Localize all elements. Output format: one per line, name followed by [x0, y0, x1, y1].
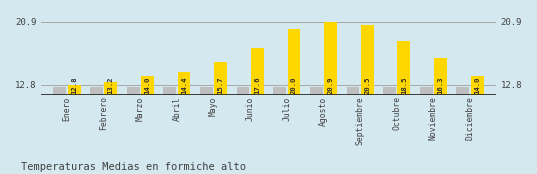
Text: 13.2: 13.2	[108, 76, 114, 94]
Bar	[68, 85, 81, 95]
Bar	[251, 48, 264, 95]
Bar	[163, 87, 176, 95]
Text: 18.5: 18.5	[401, 76, 407, 94]
Text: Temperaturas Medias en formiche alto: Temperaturas Medias en formiche alto	[21, 162, 246, 172]
Bar	[141, 76, 154, 95]
Text: 12.8: 12.8	[71, 76, 77, 94]
Text: 20.5: 20.5	[364, 76, 370, 94]
Bar	[287, 29, 300, 95]
Bar	[200, 87, 213, 95]
Text: 20.9: 20.9	[328, 76, 333, 94]
Bar	[434, 58, 447, 95]
Text: 17.6: 17.6	[255, 76, 260, 94]
Bar	[361, 25, 374, 95]
Bar	[383, 87, 396, 95]
Bar	[214, 62, 227, 95]
Bar	[127, 87, 140, 95]
Text: 20.0: 20.0	[291, 76, 297, 94]
Bar	[310, 87, 323, 95]
Bar	[178, 72, 191, 95]
Bar	[54, 87, 66, 95]
Bar	[471, 76, 483, 95]
Bar	[273, 87, 286, 95]
Bar	[104, 82, 117, 95]
Bar	[237, 87, 250, 95]
Bar	[324, 22, 337, 95]
Text: 14.0: 14.0	[144, 76, 150, 94]
Bar	[346, 87, 359, 95]
Text: 14.4: 14.4	[181, 76, 187, 94]
Bar	[90, 87, 103, 95]
Text: 14.0: 14.0	[474, 76, 480, 94]
Text: 15.7: 15.7	[217, 76, 224, 94]
Bar	[456, 87, 469, 95]
Bar	[397, 41, 410, 95]
Text: 16.3: 16.3	[438, 76, 444, 94]
Bar	[420, 87, 433, 95]
